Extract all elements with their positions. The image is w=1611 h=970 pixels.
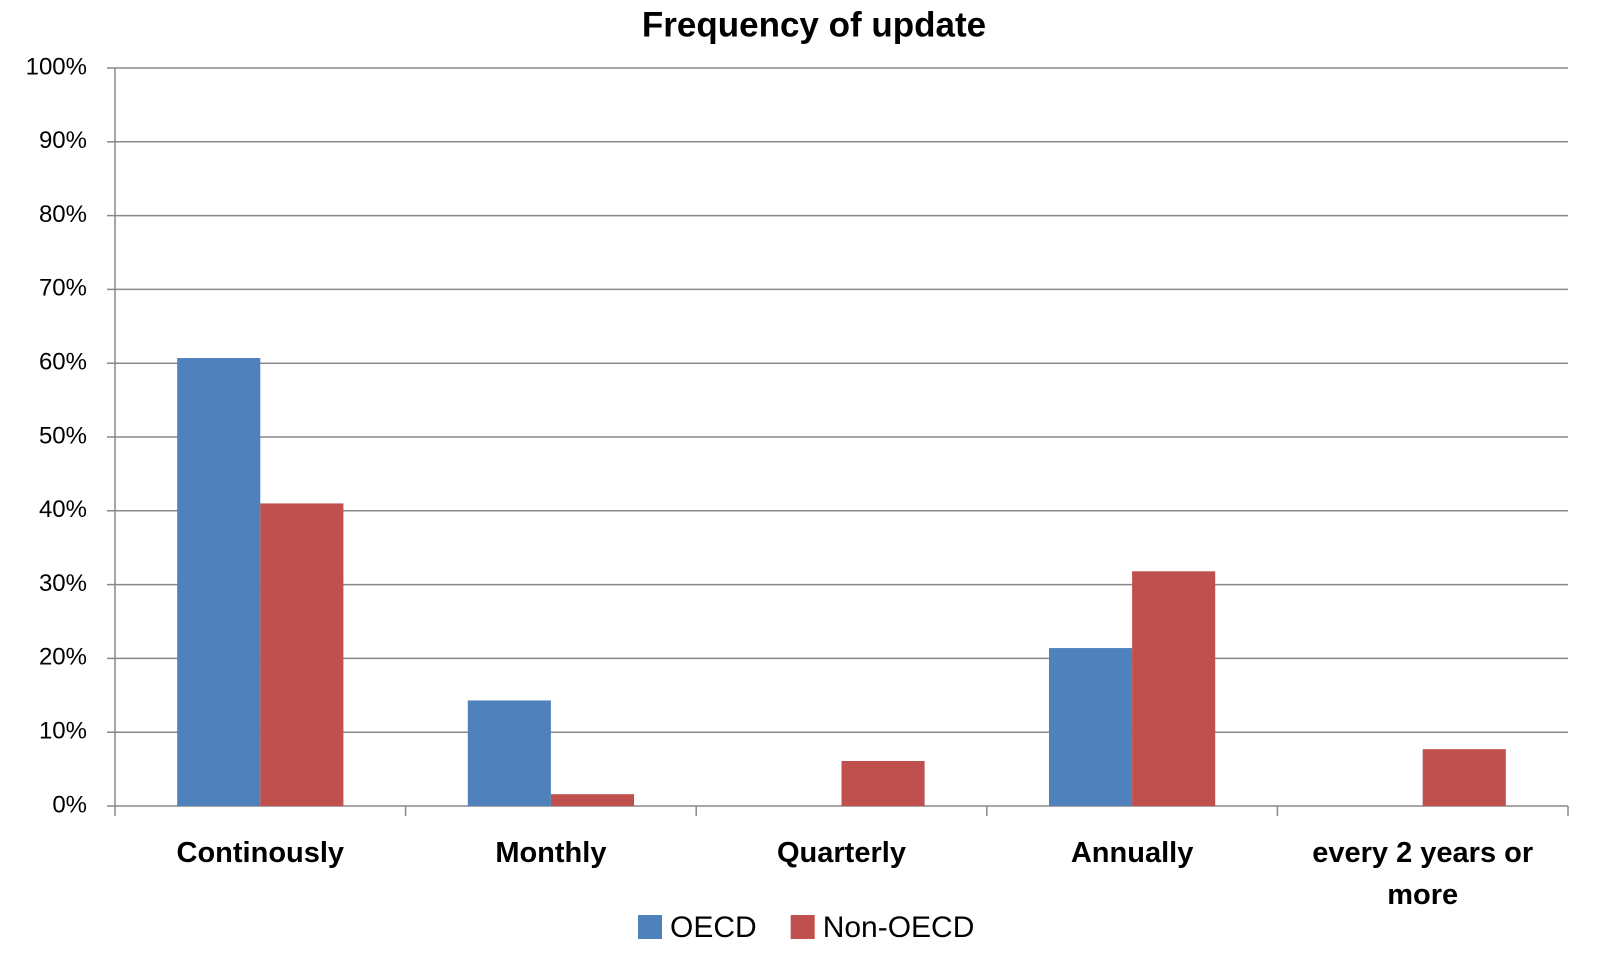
bar — [1132, 571, 1216, 806]
y-tick-label: 50% — [39, 422, 87, 449]
bar — [177, 358, 261, 806]
legend-label: OECD — [670, 911, 757, 944]
y-tick-label: 0% — [52, 791, 87, 818]
y-tick-label: 90% — [39, 127, 87, 154]
bar — [1422, 749, 1506, 806]
bar — [550, 794, 635, 806]
bar — [260, 503, 344, 806]
x-tick-label: Monthly — [495, 837, 607, 869]
legend-label: Non-OECD — [823, 911, 975, 944]
x-tick-label: every 2 years or more — [1312, 837, 1534, 911]
x-tick-label: Annually — [1070, 837, 1194, 869]
bar — [467, 700, 551, 806]
y-tick-label: 20% — [39, 644, 87, 671]
y-tick-label: 60% — [39, 349, 87, 376]
y-tick-label: 10% — [39, 718, 87, 745]
bar — [841, 760, 925, 806]
y-tick-label: 70% — [39, 275, 87, 302]
chart-title: Frequency of update — [642, 5, 986, 44]
y-tick-label: 100% — [26, 53, 87, 80]
y-tick-label: 80% — [39, 201, 87, 228]
x-tick-label: Continously — [176, 837, 345, 869]
x-tick-label: Quarterly — [777, 837, 906, 869]
legend-swatch — [638, 915, 662, 939]
y-tick-label: 40% — [39, 496, 87, 523]
y-tick-label: 30% — [39, 570, 87, 597]
bar — [1048, 648, 1133, 806]
legend-swatch — [790, 915, 815, 939]
